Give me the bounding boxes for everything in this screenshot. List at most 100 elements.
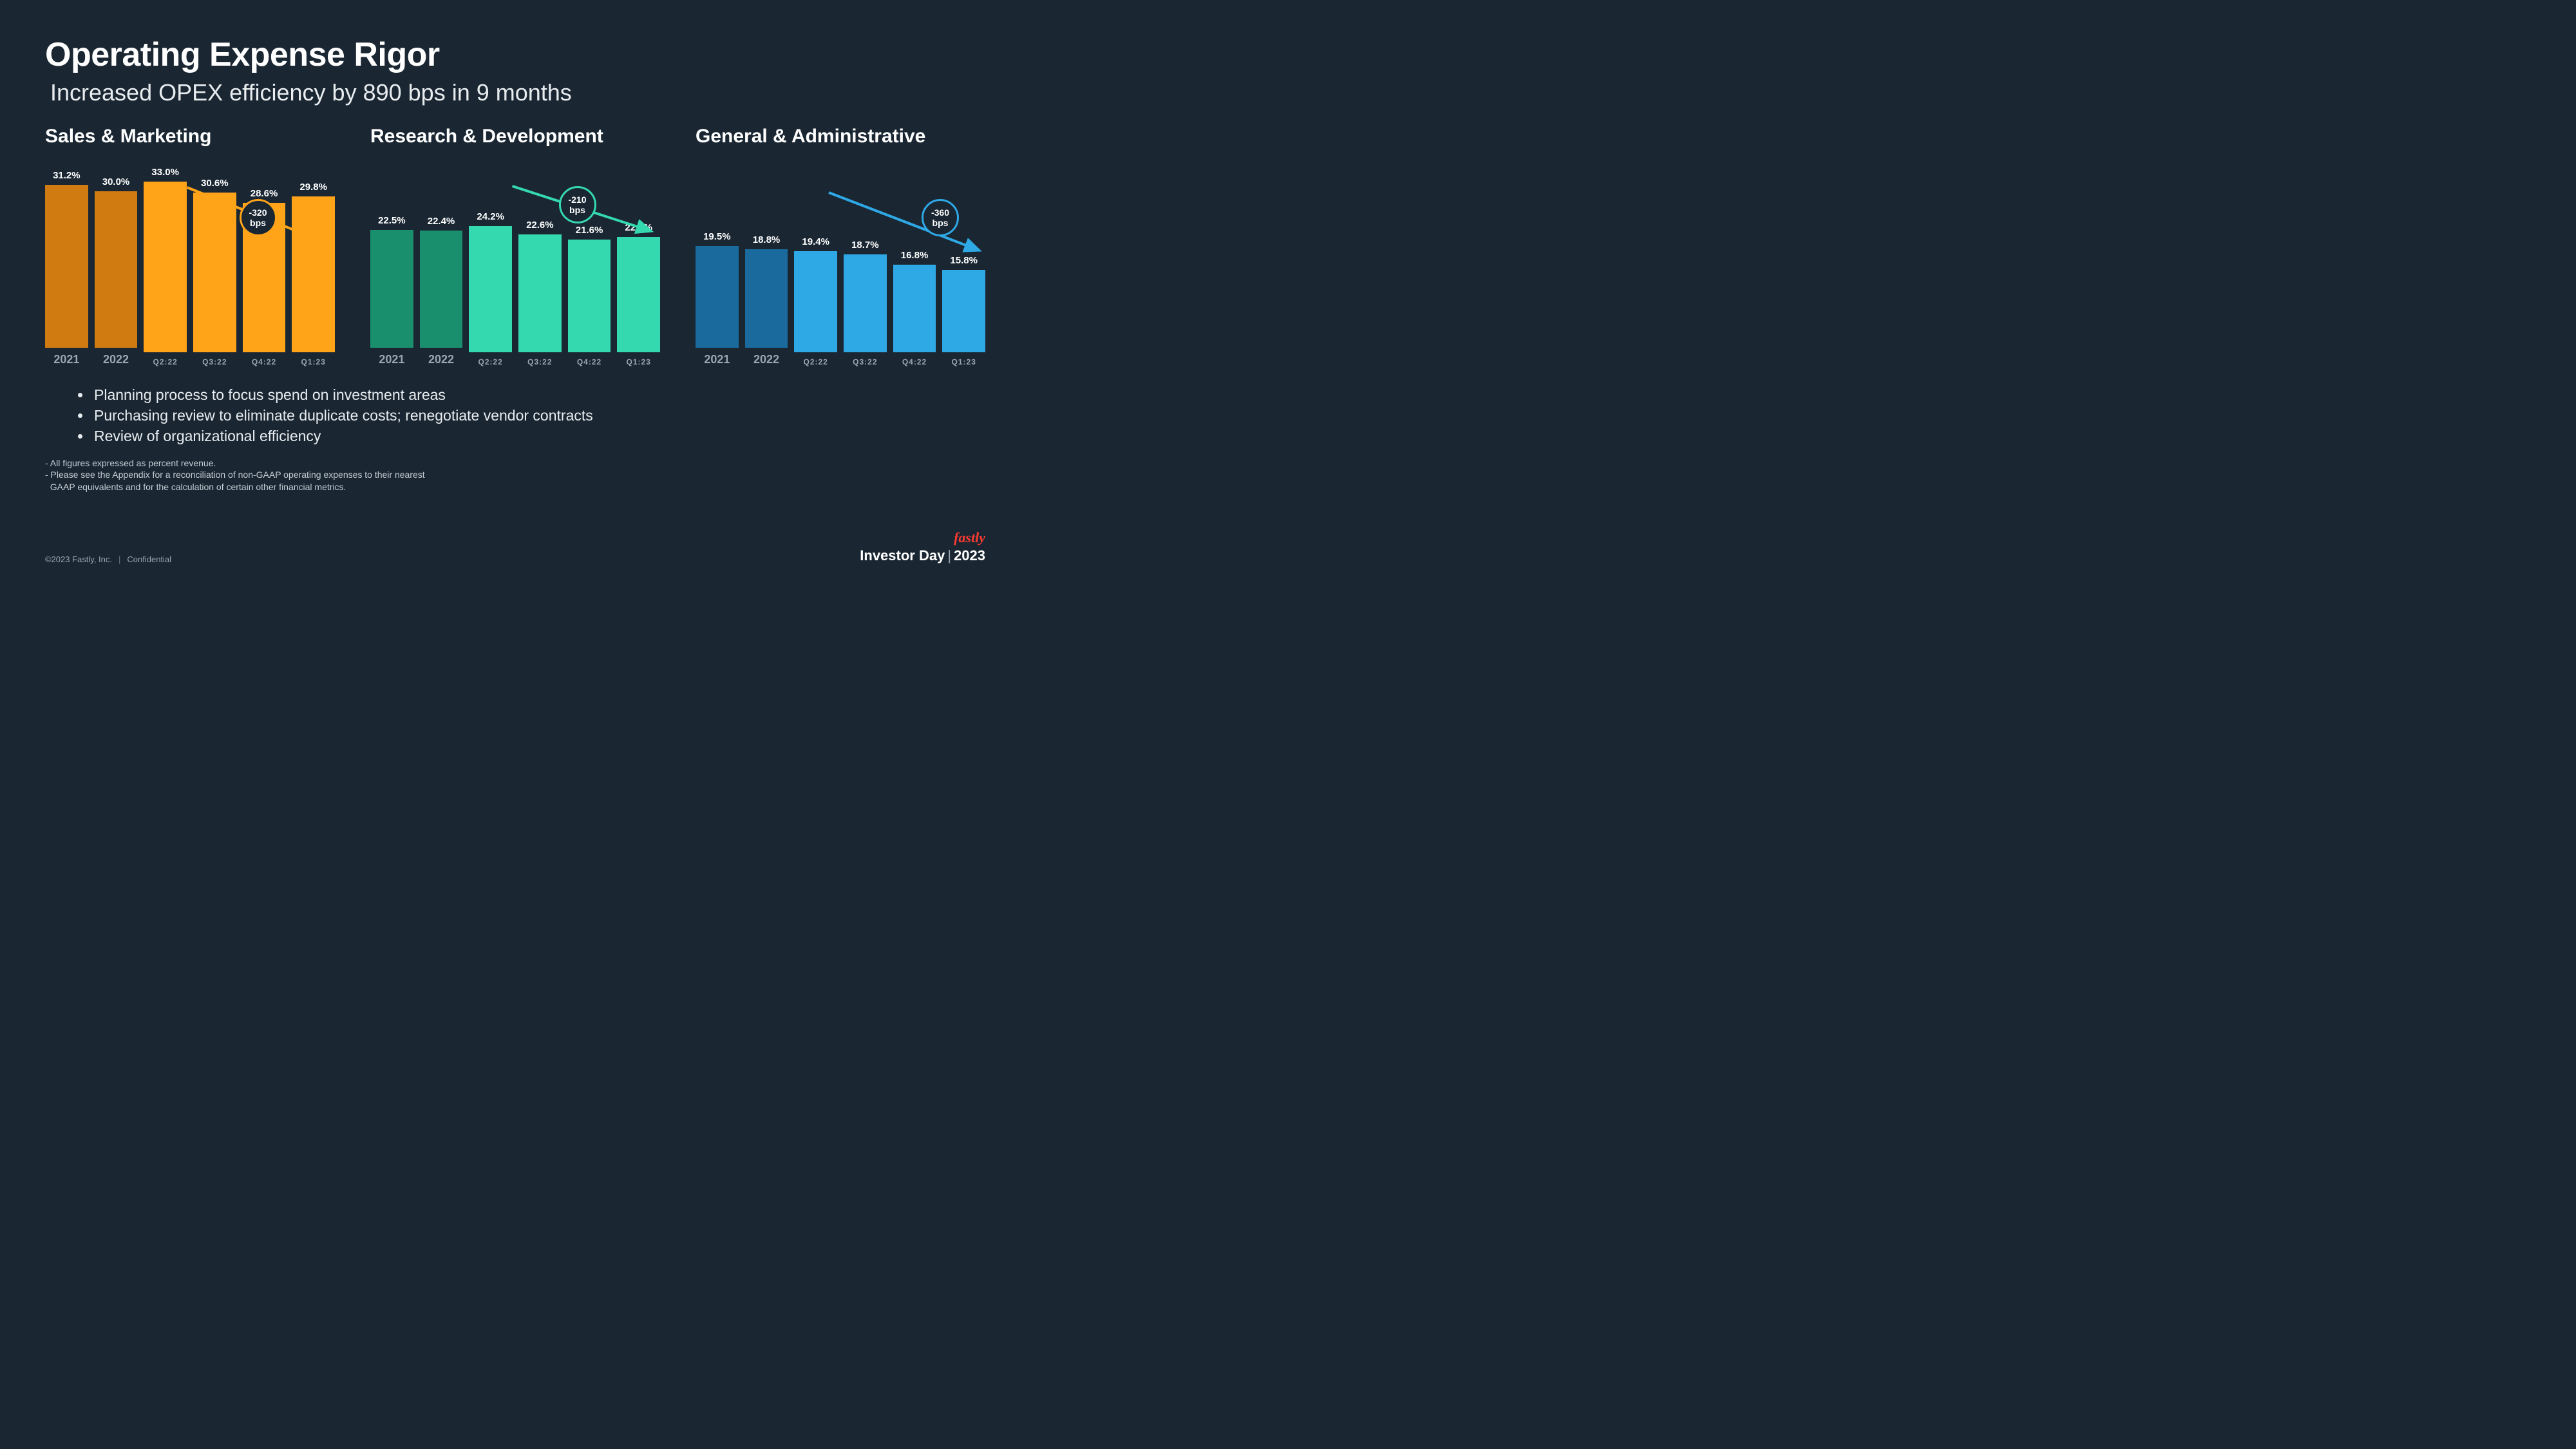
bullet-item: Review of organizational efficiency <box>91 426 985 446</box>
bps-value: -360 <box>931 207 949 218</box>
bar-value-label: 22.5% <box>378 215 406 226</box>
footnote-line: - All figures expressed as percent reven… <box>45 457 985 469</box>
bar: 22.5% 2021 <box>370 167 413 366</box>
bar: 18.8% 2022 <box>745 167 788 366</box>
chart-title: Research & Development <box>370 126 660 147</box>
chart-plot: -210bps 22.5% 2021 22.4% 2022 24.2% Q2:22 22.6%… <box>370 167 660 366</box>
bar-period-label: Q3:22 <box>527 357 552 366</box>
bar-rect <box>292 196 335 352</box>
bar: 16.8% Q4:22 <box>893 167 936 366</box>
bar-rect <box>794 251 837 352</box>
bar-value-label: 28.6% <box>251 188 278 199</box>
bps-badge: -320bps <box>240 199 277 236</box>
bar: 22.1% Q1:23 <box>617 167 660 366</box>
bar-value-label: 33.0% <box>151 167 179 178</box>
bar: 24.2% Q2:22 <box>469 167 512 366</box>
bar-period-label: 2021 <box>704 353 730 366</box>
event-year: 2023 <box>954 547 985 564</box>
bar-period-label: Q3:22 <box>202 357 227 366</box>
bar-value-label: 29.8% <box>299 182 327 193</box>
bar-period-label: Q2:22 <box>153 357 178 366</box>
bar-period-label: Q4:22 <box>252 357 276 366</box>
footnote-line: - Please see the Appendix for a reconcil… <box>45 469 985 481</box>
bar-value-label: 31.2% <box>53 170 80 181</box>
bps-value: -320 <box>249 207 267 218</box>
chart-2: General & Administrative -360bps 19.5% 2021… <box>696 126 985 366</box>
bar: 18.7%Q3:22 <box>844 167 887 366</box>
bar-period-label: 2022 <box>103 353 129 366</box>
bar-rect <box>568 240 611 352</box>
bar-rect <box>45 185 88 348</box>
bar-value-label: 22.1% <box>625 222 652 233</box>
bar-value-label: 18.7% <box>851 240 879 251</box>
bar-period-label: Q2:22 <box>804 357 828 366</box>
bar-period-label: Q2:22 <box>478 357 503 366</box>
bps-unit: bps <box>933 218 949 228</box>
footer-right: fastly Investor Day|2023 <box>860 529 985 564</box>
bar-value-label: 30.0% <box>102 176 130 187</box>
bar: 30.0% 2022 <box>95 167 138 366</box>
bar-rect <box>370 230 413 348</box>
event-prefix: Investor Day <box>860 547 945 564</box>
bar: 22.6% Q3:22 <box>518 167 562 366</box>
bullet-item: Purchasing review to eliminate duplicate… <box>91 405 985 426</box>
bar-rect <box>144 182 187 352</box>
footer: ©2023 Fastly, Inc. | Confidential fastly… <box>45 529 985 564</box>
bullet-item: Planning process to focus spend on inves… <box>91 384 985 405</box>
bps-unit: bps <box>250 218 266 228</box>
bar-value-label: 22.6% <box>526 220 554 231</box>
bps-badge: -210bps <box>559 186 596 223</box>
bar: 29.8% Q1:23 <box>292 167 335 366</box>
bar: 31.2% 2021 <box>45 167 88 366</box>
confidential-text: Confidential <box>127 554 171 564</box>
footer-left: ©2023 Fastly, Inc. | Confidential <box>45 554 171 564</box>
bar-value-label: 18.8% <box>753 234 781 245</box>
bar-value-label: 30.6% <box>201 178 229 189</box>
bar: 30.6% Q3:22 <box>193 167 236 366</box>
chart-title: General & Administrative <box>696 126 985 147</box>
bar-period-label: Q1:23 <box>627 357 651 366</box>
bar-period-label: 2022 <box>428 353 454 366</box>
bar-period-label: Q4:22 <box>902 357 927 366</box>
event-label: Investor Day|2023 <box>860 547 985 564</box>
chart-0: Sales & Marketing -320bps 31.2% 2021 30.0% 20… <box>45 126 335 366</box>
footnotes: - All figures expressed as percent reven… <box>45 457 985 494</box>
bar-rect <box>617 237 660 352</box>
bar-rect <box>844 254 887 352</box>
bar-period-label: Q4:22 <box>577 357 601 366</box>
copyright-text: ©2023 Fastly, Inc. <box>45 554 112 564</box>
bar-value-label: 19.4% <box>802 236 829 247</box>
page-subtitle: Increased OPEX efficiency by 890 bps in … <box>50 79 985 106</box>
bar-rect <box>193 193 236 352</box>
chart-1: Research & Development-210bps22.5%202122… <box>370 126 660 366</box>
bar: 22.4% 2022 <box>420 167 463 366</box>
bullet-list: Planning process to focus spend on inves… <box>77 384 985 447</box>
bar-value-label: 22.4% <box>428 216 455 227</box>
bar-rect <box>518 234 562 352</box>
bar-value-label: 16.8% <box>901 250 929 261</box>
slide: Operating Expense Rigor Increased OPEX e… <box>0 0 1030 580</box>
bar-value-label: 21.6% <box>576 225 603 236</box>
bar-value-label: 15.8% <box>950 255 978 266</box>
bar-value-label: 24.2% <box>477 211 504 222</box>
bar: 15.8% Q1:23 <box>942 167 985 366</box>
bps-unit: bps <box>569 205 585 215</box>
bps-badge: -360bps <box>922 199 959 236</box>
bar-period-label: 2021 <box>379 353 404 366</box>
bar: 19.5% 2021 <box>696 167 739 366</box>
bar-period-label: Q1:23 <box>952 357 976 366</box>
bar-period-label: 2021 <box>53 353 79 366</box>
bar-period-label: 2022 <box>753 353 779 366</box>
bar-value-label: 19.5% <box>703 231 731 242</box>
page-title: Operating Expense Rigor <box>45 35 985 74</box>
bar-rect <box>893 265 936 352</box>
bar-rect <box>745 249 788 348</box>
chart-title: Sales & Marketing <box>45 126 335 147</box>
bar-period-label: Q1:23 <box>301 357 326 366</box>
footer-divider: | <box>118 554 120 564</box>
bar-rect <box>469 226 512 352</box>
bps-value: -210 <box>568 194 586 205</box>
bar: 33.0% Q2:22 <box>144 167 187 366</box>
bar-rect <box>95 191 138 348</box>
bar-rect <box>696 246 739 348</box>
